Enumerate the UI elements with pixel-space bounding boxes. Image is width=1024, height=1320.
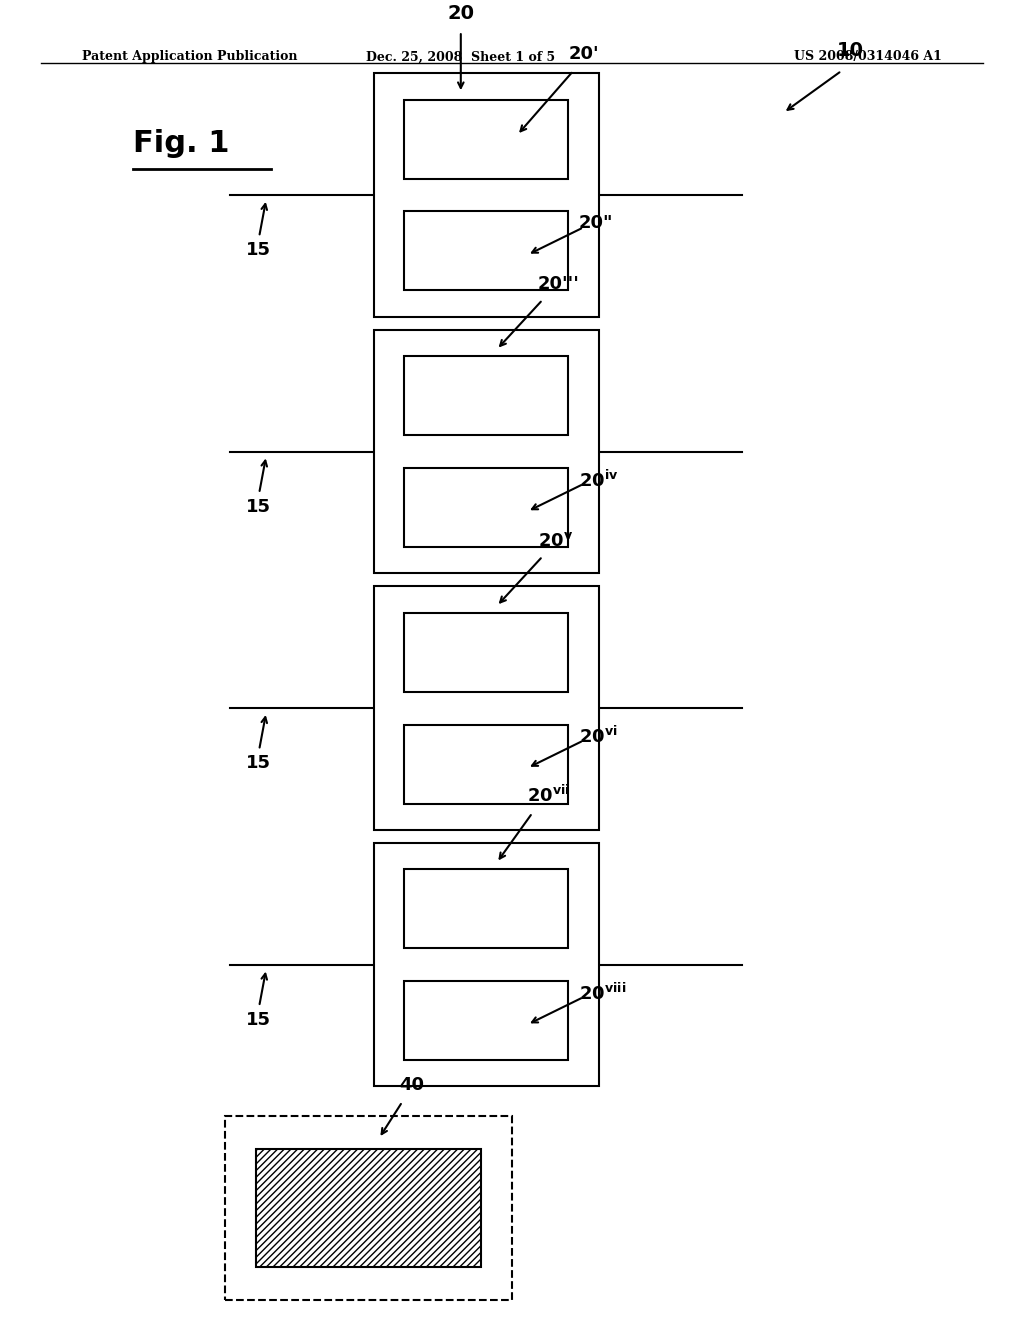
Text: 20": 20": [579, 214, 613, 232]
Bar: [374, 843, 599, 1086]
Bar: [404, 356, 568, 436]
Text: Patent Application Publication: Patent Application Publication: [82, 50, 297, 63]
Bar: [256, 1148, 481, 1267]
Text: 20$^{\mathregular{vii}}$: 20$^{\mathregular{vii}}$: [527, 785, 570, 807]
Text: 10: 10: [837, 41, 863, 61]
Text: 20: 20: [447, 4, 474, 24]
Text: 15: 15: [246, 498, 270, 516]
Text: 15: 15: [246, 242, 270, 259]
Bar: [404, 981, 568, 1060]
Text: 20$^{\mathregular{iv}}$: 20$^{\mathregular{iv}}$: [579, 470, 618, 491]
Text: 20$^{\mathregular{vi}}$: 20$^{\mathregular{vi}}$: [579, 726, 617, 747]
Bar: [404, 612, 568, 692]
Bar: [404, 725, 568, 804]
Bar: [404, 211, 568, 290]
Bar: [404, 870, 568, 948]
Text: 20$^{\mathregular{v}}$: 20$^{\mathregular{v}}$: [538, 532, 572, 549]
Text: US 2008/0314046 A1: US 2008/0314046 A1: [795, 50, 942, 63]
Text: 20': 20': [568, 45, 599, 63]
Bar: [404, 99, 568, 178]
Text: 20''': 20''': [538, 275, 580, 293]
Text: 15: 15: [246, 1011, 270, 1028]
Text: 15: 15: [246, 754, 270, 772]
Text: Fig. 1: Fig. 1: [133, 129, 229, 158]
Bar: [404, 469, 568, 546]
Text: 20$^{\mathregular{viii}}$: 20$^{\mathregular{viii}}$: [579, 982, 626, 1003]
Bar: [374, 74, 599, 317]
Text: Dec. 25, 2008  Sheet 1 of 5: Dec. 25, 2008 Sheet 1 of 5: [367, 50, 555, 63]
Text: 40: 40: [399, 1076, 424, 1094]
Bar: [374, 586, 599, 830]
Bar: [374, 330, 599, 573]
Bar: [225, 1117, 512, 1300]
